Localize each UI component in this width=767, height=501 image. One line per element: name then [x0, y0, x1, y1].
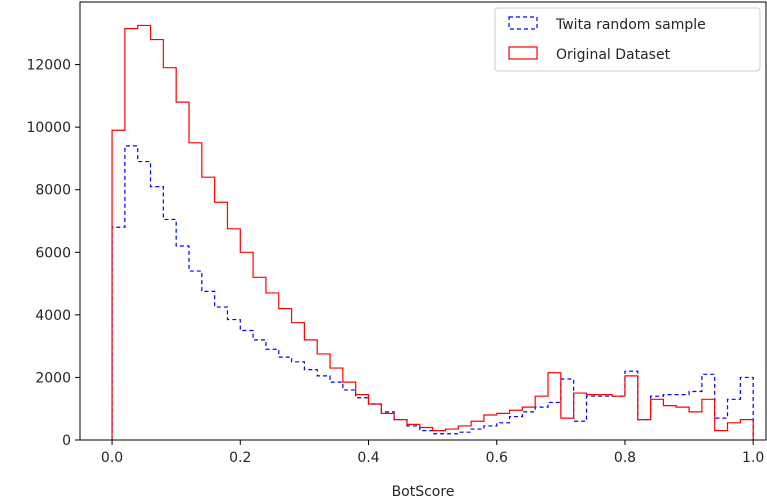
x-axis: 0.0 0.2 0.4 0.6 0.8 1.0 [101, 440, 764, 466]
legend-label-original: Original Dataset [556, 47, 671, 63]
x-tick-label: 0.0 [101, 450, 123, 466]
legend: Twita random sample Original Dataset [494, 7, 761, 72]
series-line-twita [111, 145, 754, 440]
axes-frame [79, 1, 767, 441]
legend-box [494, 7, 761, 72]
series-line-original [111, 24, 754, 440]
plot-area [79, 1, 767, 441]
y-axis: 0 2000 4000 6000 8000 10000 12000 [26, 58, 80, 449]
legend-label-twita: Twita random sample [555, 17, 706, 33]
y-tick-label: 8000 [35, 183, 71, 199]
y-tick-label: 2000 [35, 370, 71, 386]
x-tick-label: 1.0 [742, 450, 764, 466]
y-tick-label: 12000 [26, 58, 71, 74]
x-tick-label: 0.4 [357, 450, 379, 466]
legend-swatch-original [508, 46, 538, 60]
x-axis-label: BotScore [392, 484, 455, 500]
legend-swatch-twita [508, 16, 538, 30]
y-tick-label: 4000 [35, 308, 71, 324]
x-tick-label: 0.6 [486, 450, 508, 466]
y-tick-label: 10000 [26, 120, 71, 136]
series-layer [111, 24, 754, 440]
x-tick-label: 0.8 [614, 450, 636, 466]
x-tick-label: 0.2 [229, 450, 251, 466]
y-tick-label: 6000 [35, 245, 71, 261]
y-tick-label: 0 [62, 433, 71, 449]
